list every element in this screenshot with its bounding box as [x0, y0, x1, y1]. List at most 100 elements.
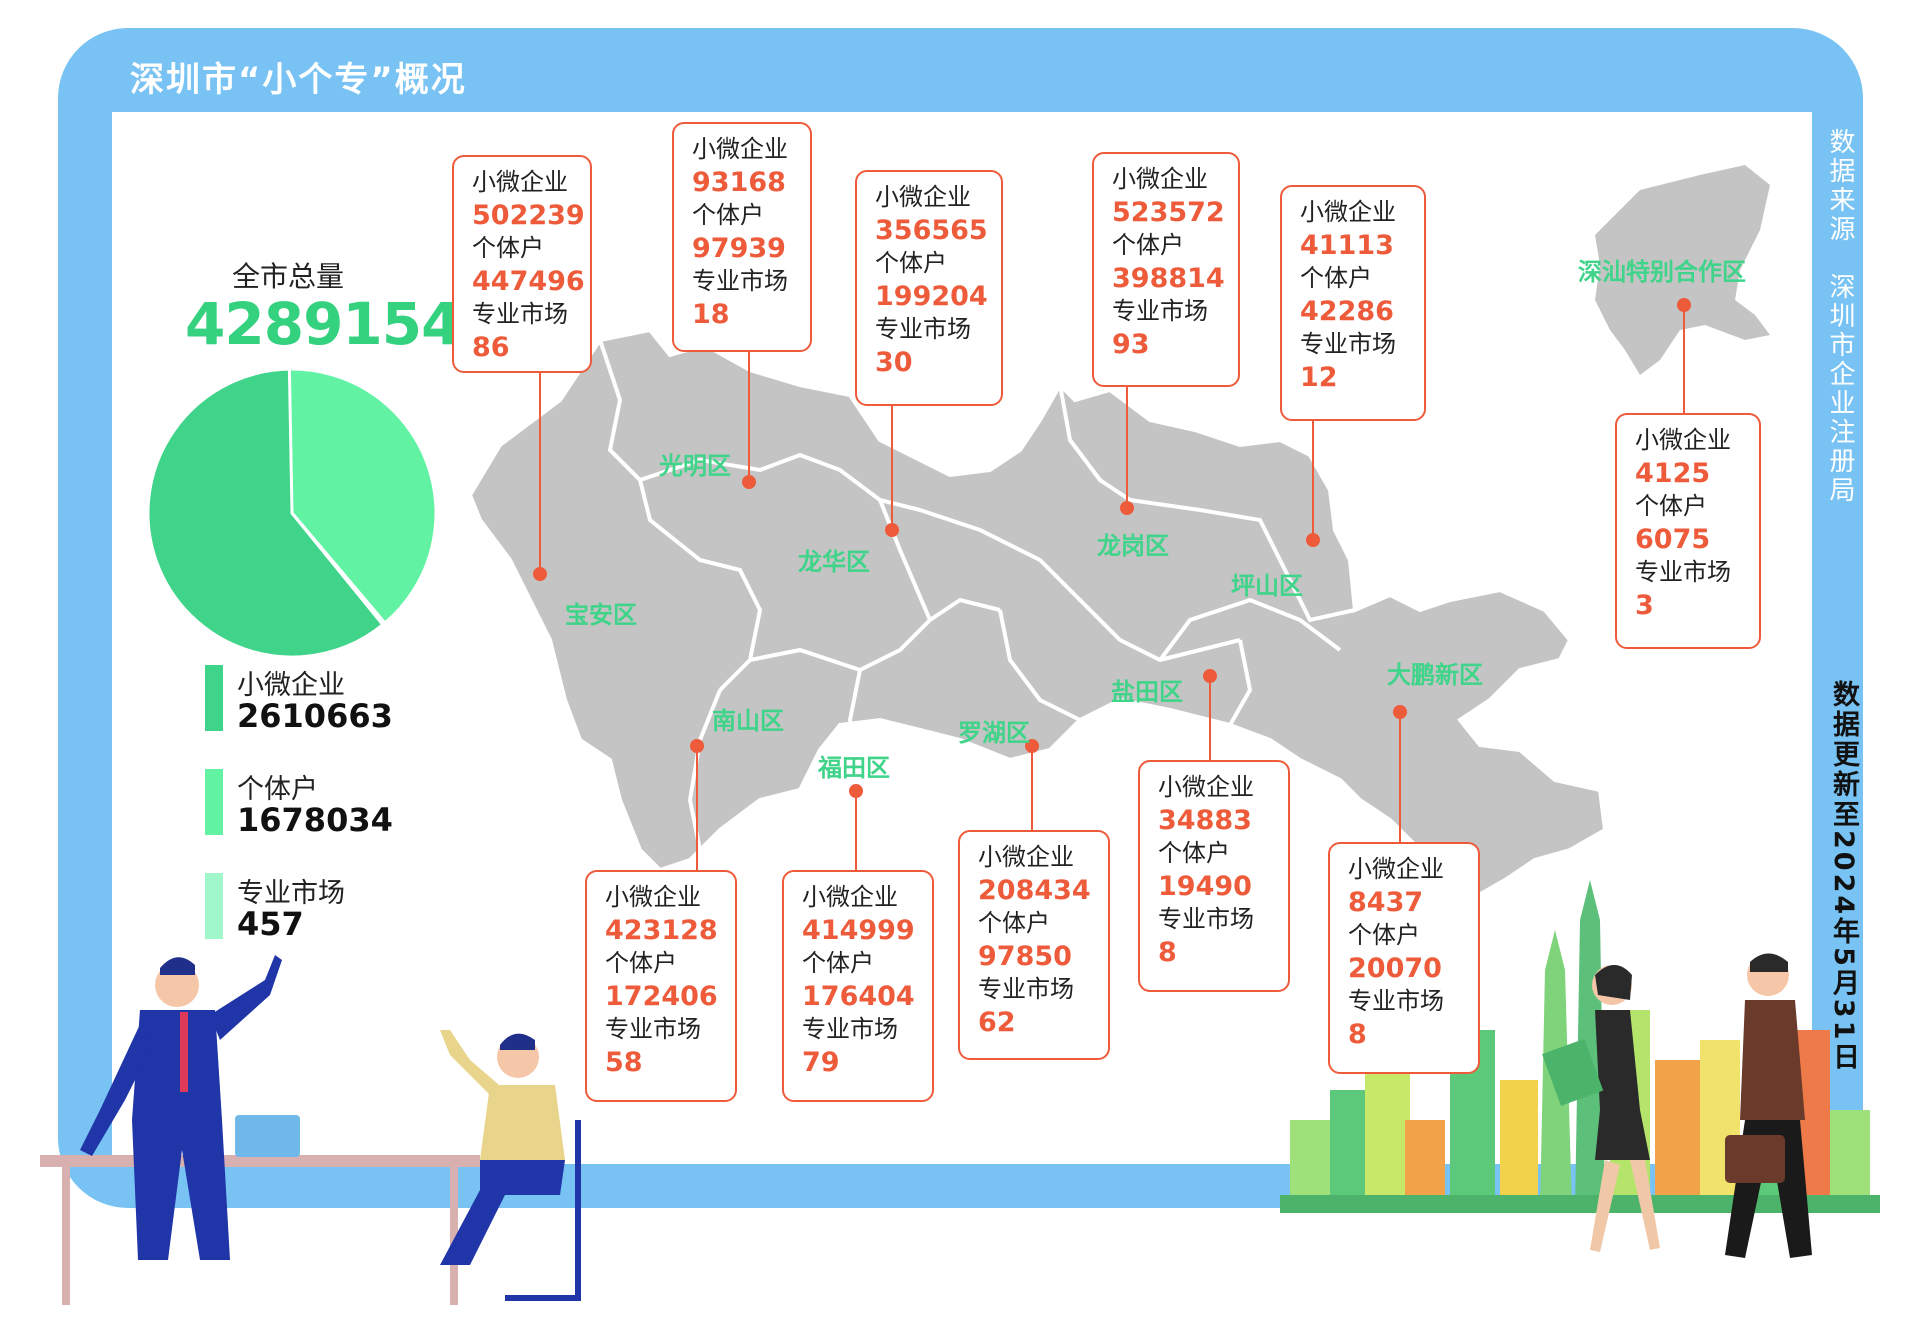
- callout-luohu: 小微企业 208434 个体户 97850 专业市场 62: [958, 830, 1110, 1060]
- indiv-label: 个体户: [1112, 231, 1184, 259]
- market-value: 86: [472, 332, 510, 363]
- market-value: 93: [1112, 329, 1150, 360]
- indiv-label: 个体户: [978, 909, 1050, 937]
- micro-value: 208434: [978, 875, 1091, 906]
- micro-label: 小微企业: [692, 135, 788, 163]
- market-value: 79: [802, 1047, 840, 1078]
- market-value: 58: [605, 1047, 643, 1078]
- micro-value: 423128: [605, 915, 718, 946]
- callout-yantian: 小微企业 34883 个体户 19490 专业市场 8: [1138, 760, 1290, 992]
- pie-slice-micro: [146, 367, 385, 659]
- indiv-value: 42286: [1300, 296, 1394, 327]
- indiv-label: 个体户: [875, 249, 947, 277]
- micro-value: 8437: [1348, 887, 1424, 918]
- market-label: 专业市场: [692, 267, 788, 295]
- data-update-note: 数据更新至2024年5月31日: [1828, 680, 1859, 1073]
- micro-value: 93168: [692, 167, 786, 198]
- micro-label: 小微企业: [1635, 426, 1731, 454]
- micro-label: 小微企业: [1348, 855, 1444, 883]
- market-value: 8: [1158, 937, 1177, 968]
- market-value: 18: [692, 299, 730, 330]
- indiv-label: 个体户: [1300, 264, 1372, 292]
- micro-value: 356565: [875, 215, 988, 246]
- indiv-value: 6075: [1635, 524, 1711, 555]
- district-label-baoan: 宝安区: [565, 601, 637, 629]
- indiv-label: 个体户: [692, 201, 764, 229]
- walking-people-illustration: [1542, 953, 1812, 1258]
- legend-label: 专业市场: [237, 878, 345, 909]
- micro-label: 小微企业: [605, 883, 701, 911]
- micro-value: 34883: [1158, 805, 1252, 836]
- legend-label: 个体户: [237, 774, 318, 805]
- indiv-label: 个体户: [605, 949, 677, 977]
- callout-nanshan: 小微企业 423128 个体户 172406 专业市场 58: [585, 870, 737, 1102]
- legend-value: 1678034: [237, 801, 393, 839]
- district-label-luohu: 罗湖区: [958, 719, 1030, 747]
- pie-slice-indiv: [287, 367, 438, 626]
- callout-futian: 小微企业 414999 个体户 176404 专业市场 79: [782, 870, 934, 1102]
- callout-pingshan: 小微企业 41113 个体户 42286 专业市场 12: [1280, 185, 1426, 421]
- callout-baoan: 小微企业 502239 个体户 447496 专业市场 86: [452, 155, 592, 373]
- indiv-value: 172406: [605, 981, 718, 1012]
- micro-label: 小微企业: [875, 183, 971, 211]
- legend-label: 小微企业: [237, 670, 345, 701]
- indiv-value: 199204: [875, 281, 988, 312]
- micro-value: 4125: [1635, 458, 1711, 489]
- micro-label: 小微企业: [802, 883, 898, 911]
- market-value: 30: [875, 347, 913, 378]
- market-label: 专业市场: [605, 1015, 701, 1043]
- shenshan-map: [1595, 165, 1770, 375]
- district-label-longgang: 龙岗区: [1097, 532, 1169, 560]
- market-label: 专业市场: [875, 315, 971, 343]
- indiv-value: 97939: [692, 233, 786, 264]
- market-label: 专业市场: [978, 975, 1074, 1003]
- pie-chart: [146, 367, 438, 659]
- callout-longgang: 小微企业 523572 个体户 398814 专业市场 93: [1092, 152, 1240, 387]
- legend-value: 2610663: [237, 697, 393, 735]
- market-value: 3: [1635, 590, 1654, 621]
- total-value: 4289154: [185, 290, 461, 358]
- indiv-label: 个体户: [472, 234, 544, 262]
- market-label: 专业市场: [472, 300, 568, 328]
- district-label-shenshan: 深汕特别合作区: [1578, 258, 1746, 286]
- micro-value: 502239: [472, 200, 585, 231]
- market-label: 专业市场: [1348, 987, 1444, 1015]
- district-label-yantian: 盐田区: [1111, 678, 1183, 706]
- leader-lines: [533, 298, 1691, 872]
- micro-label: 小微企业: [1300, 198, 1396, 226]
- district-label-pingshan: 坪山区: [1231, 572, 1303, 600]
- micro-value: 41113: [1300, 230, 1394, 261]
- meeting-illustration: [40, 955, 581, 1305]
- market-value: 12: [1300, 362, 1338, 393]
- district-label-guangming: 光明区: [659, 452, 731, 480]
- micro-label: 小微企业: [978, 843, 1074, 871]
- micro-value: 523572: [1112, 197, 1225, 228]
- legend-swatch: [205, 873, 223, 939]
- district-label-dapeng: 大鹏新区: [1387, 661, 1483, 689]
- micro-value: 414999: [802, 915, 915, 946]
- market-label: 专业市场: [1158, 905, 1254, 933]
- market-label: 专业市场: [802, 1015, 898, 1043]
- callout-longhua: 小微企业 356565 个体户 199204 专业市场 30: [855, 170, 1003, 406]
- legend-value: 457: [237, 905, 304, 943]
- market-value: 8: [1348, 1019, 1367, 1050]
- legend-swatch: [205, 665, 223, 731]
- total-label: 全市总量: [232, 260, 345, 293]
- callout-guangming: 小微企业 93168 个体户 97939 专业市场 18: [672, 122, 812, 352]
- legend-swatch: [205, 769, 223, 835]
- district-label-nanshan: 南山区: [712, 707, 784, 735]
- indiv-label: 个体户: [1635, 492, 1707, 520]
- market-label: 专业市场: [1635, 558, 1731, 586]
- callout-dapeng: 小微企业 8437 个体户 20070 专业市场 8: [1328, 842, 1480, 1074]
- callout-shenshan: 小微企业 4125 个体户 6075 专业市场 3: [1615, 413, 1761, 649]
- indiv-value: 97850: [978, 941, 1072, 972]
- market-value: 62: [978, 1007, 1016, 1038]
- district-label-longhua: 龙华区: [798, 548, 870, 576]
- district-label-futian: 福田区: [818, 754, 890, 782]
- shenzhen-map: [467, 327, 1608, 903]
- market-label: 专业市场: [1112, 297, 1208, 325]
- indiv-value: 447496: [472, 266, 585, 297]
- indiv-label: 个体户: [1348, 921, 1420, 949]
- indiv-value: 176404: [802, 981, 915, 1012]
